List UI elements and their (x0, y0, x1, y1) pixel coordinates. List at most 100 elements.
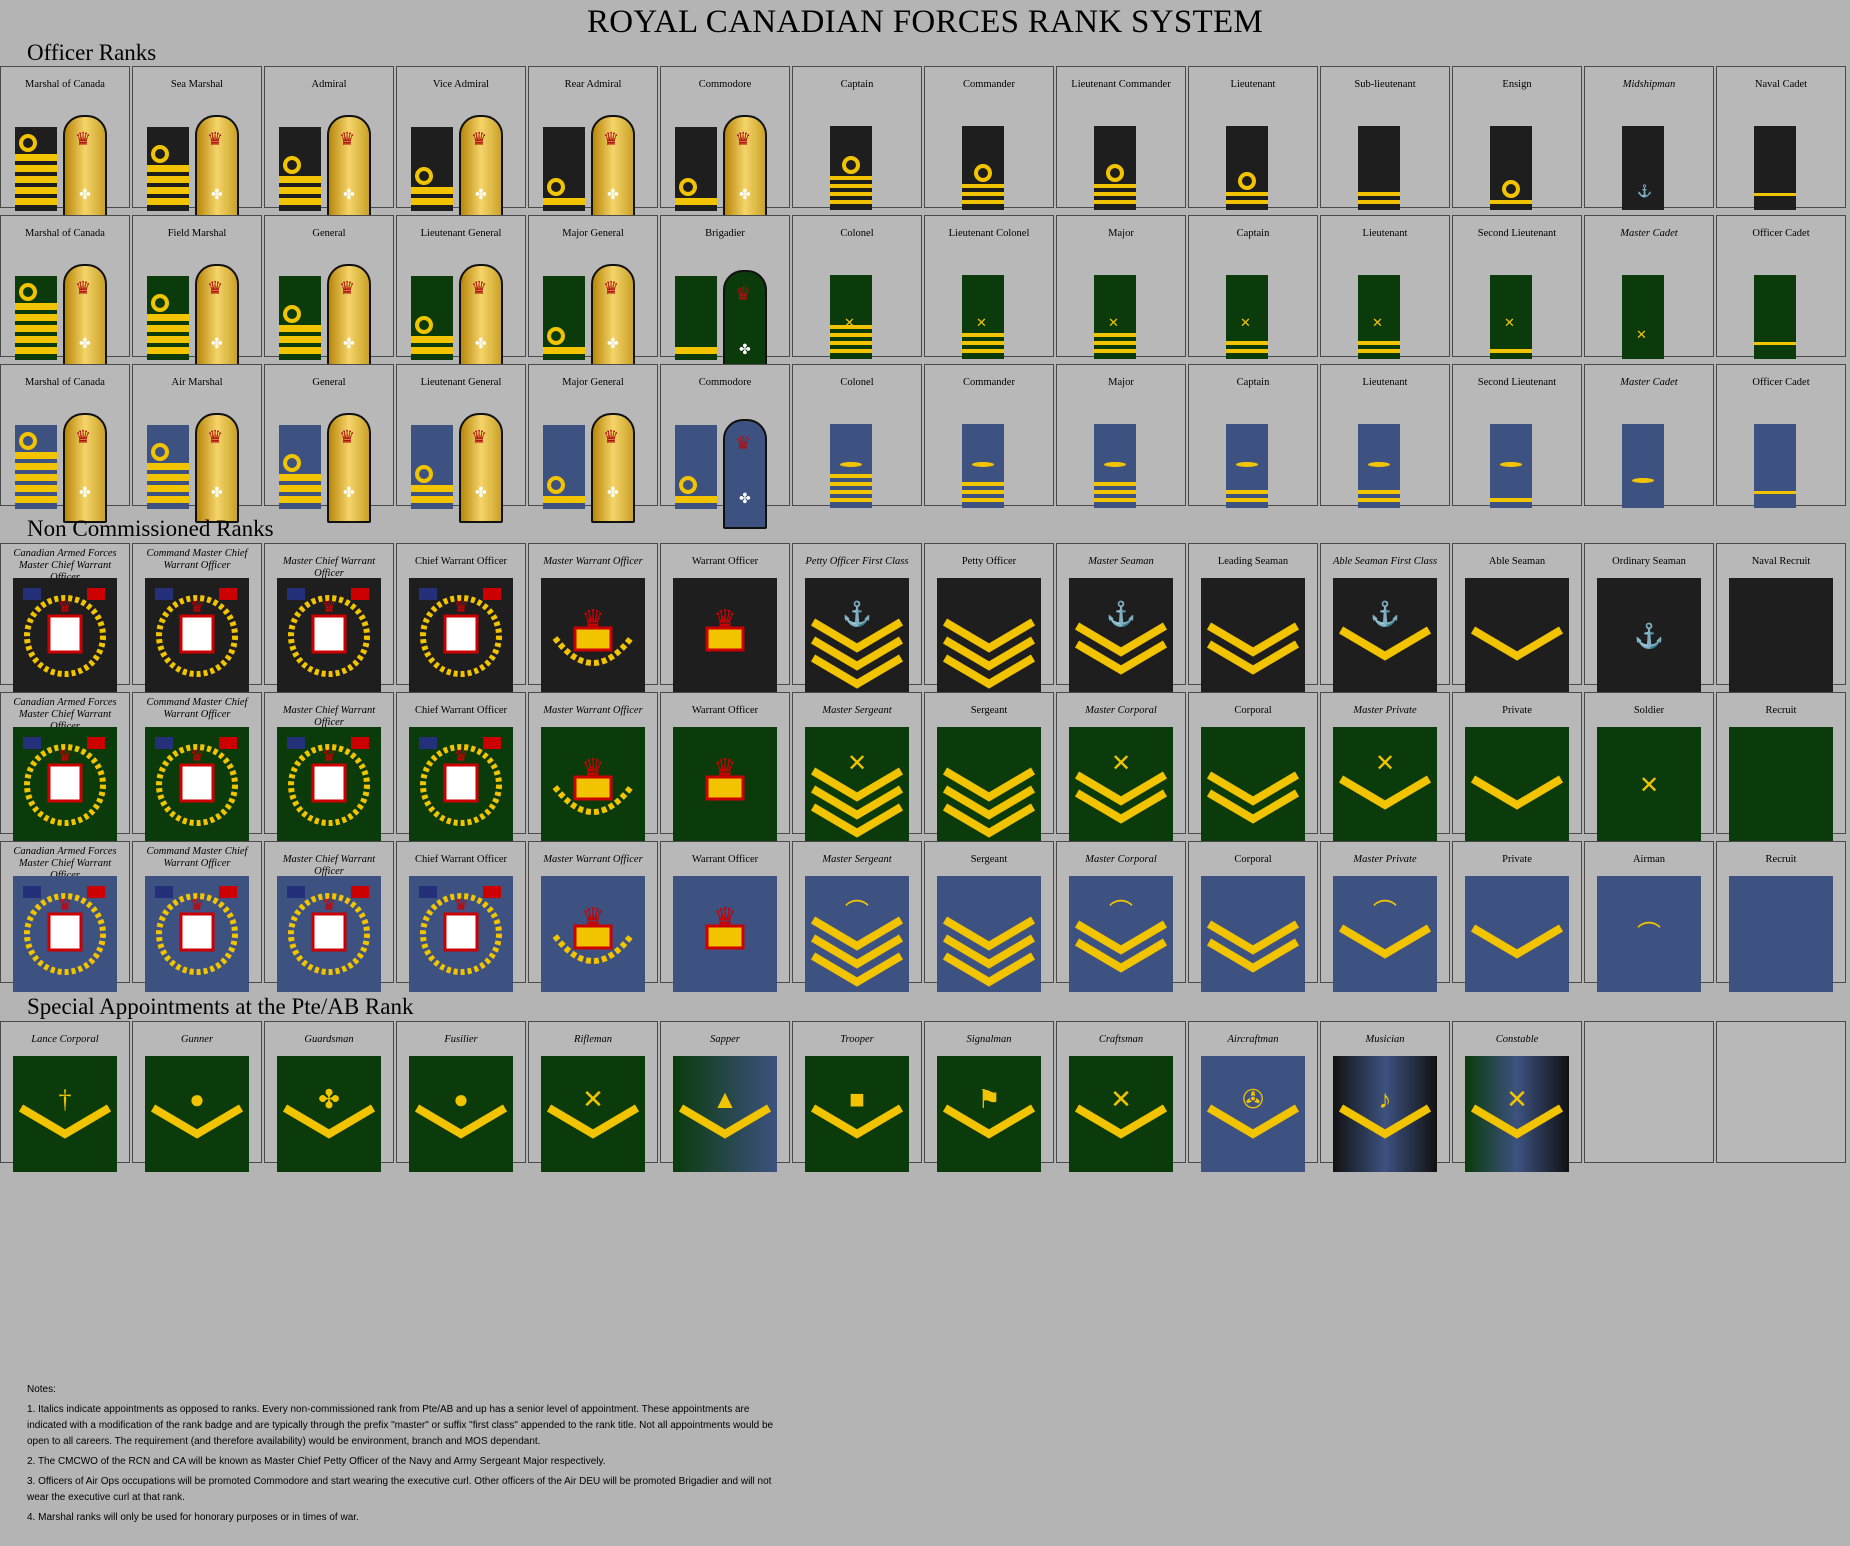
union-flag-icon (155, 588, 173, 600)
chevron (810, 767, 904, 802)
wreath (156, 893, 238, 975)
shoulder-slip (411, 276, 453, 360)
rank-cell-captain: Captain (792, 66, 922, 210)
shoulder-slip (1622, 424, 1664, 508)
executive-curl-icon (1106, 164, 1124, 182)
thin-gold-band (1754, 491, 1796, 494)
crown-icon: ♛ (207, 129, 224, 149)
rank-label: General (312, 377, 346, 388)
chevron (1338, 775, 1432, 810)
rank-label: Warrant Officer (691, 854, 759, 865)
insignia-graphic: ♛ (287, 588, 370, 677)
rank-label: Master Warrant Officer (543, 556, 643, 567)
shoulder-board: ♛ ✤ (195, 115, 239, 225)
rank-label: Private (1502, 854, 1532, 865)
maple-leaf-icon: ✤ (211, 188, 223, 203)
gold-band (279, 325, 321, 332)
maple-leaf-icon: ✤ (607, 188, 619, 203)
flag-icon (351, 588, 369, 600)
gold-band (830, 482, 872, 486)
rank-label: Master Private (1353, 854, 1417, 865)
eagle-icon (972, 462, 994, 467)
insignia-graphic: ⌒ (1074, 899, 1168, 973)
gold-band (543, 198, 585, 205)
coat-of-arms-icon (311, 614, 347, 654)
rank-label: Second Lieutenant (1477, 377, 1557, 388)
rank-label: Field Marshal (167, 228, 227, 239)
rank-cell-brigadier: Brigadier ♛ ✤ (660, 215, 790, 380)
rank-patch: ♛ (277, 578, 381, 694)
shoulder-board: ♛ ✤ (63, 413, 107, 523)
flag-icon (87, 886, 105, 898)
crossed-swords-icon: ✕ (1108, 315, 1119, 330)
note-1: 1. Italics indicate appointments as oppo… (27, 1404, 774, 1447)
gold-band (15, 165, 57, 172)
executive-curl-icon (283, 156, 301, 174)
rank-label: Chief Warrant Officer (414, 854, 508, 865)
rank-cell-guardsman: Guardsman ✤ (264, 1021, 394, 1172)
ncm-row-army: Canadian Armed Forces Master Chief Warra… (0, 692, 1850, 843)
rank-patch: ♛ (673, 727, 777, 843)
insignia-graphic: ✕ (1074, 751, 1168, 824)
rank-cell-commander: Commander (924, 364, 1054, 508)
insignia-graphic: ♛ (705, 754, 745, 801)
coat-of-arms-icon (311, 763, 347, 803)
rank-label: Master Cadet (1620, 228, 1678, 239)
maple-leaf-icon: ✤ (739, 343, 751, 358)
shoulder-slip (15, 425, 57, 509)
crown-icon (705, 924, 745, 950)
gold-band (411, 496, 453, 503)
crown-icon: ♛ (471, 129, 488, 149)
rank-label: Trooper (840, 1034, 874, 1045)
rank-patch (1201, 727, 1305, 843)
rank-cell-vice-admiral: Vice Admiral ♛ ✤ (396, 66, 526, 225)
coat-of-arms-icon (179, 614, 215, 654)
gold-band (1358, 498, 1400, 502)
union-flag-icon (155, 886, 173, 898)
rank-label: Master Corporal (1085, 854, 1157, 865)
crown-top-icon: ♛ (713, 903, 736, 932)
wreath (156, 744, 238, 826)
union-flag-icon (419, 737, 437, 749)
gold-band (962, 341, 1004, 345)
union-flag-icon (23, 886, 41, 898)
insignia-graphic (1206, 771, 1300, 824)
insignia-graphic: ♛ (552, 754, 634, 815)
crown-icon: ♛ (58, 897, 72, 914)
rank-label: Recruit (1765, 854, 1797, 865)
rank-label: Canadian Armed Forces Master Chief Warra… (13, 548, 117, 583)
rank-label: Chief Warrant Officer (414, 705, 508, 716)
chevron (810, 916, 904, 951)
rank-patch (1201, 876, 1305, 992)
rank-patch: ⚓ (1333, 578, 1437, 694)
crown-icon: ♛ (190, 897, 204, 914)
rank-cell-master-sergeant: Master Sergeant ⌒ (792, 841, 922, 992)
eagle-icon: ⌒ (845, 899, 869, 926)
chevron (1074, 789, 1168, 824)
eagle-icon (840, 462, 862, 467)
rank-label: Command Master Chief Warrant Officer (146, 846, 248, 869)
rank-patch: ● (145, 1056, 249, 1172)
gold-band (1490, 200, 1532, 204)
chevron (942, 1104, 1036, 1139)
rank-cell-chief-warrant-officer: Chief Warrant Officer ♛ (396, 692, 526, 843)
insignia-graphic: ✕ (1470, 1085, 1564, 1139)
crown-icon: ♛ (75, 278, 92, 298)
gold-band (962, 349, 1004, 353)
crown-icon: ♛ (735, 433, 752, 453)
gold-band (1094, 184, 1136, 188)
rank-patch: ♛ (13, 578, 117, 694)
ncm-row-navy: Canadian Armed Forces Master Chief Warra… (0, 543, 1850, 694)
rank-label: Recruit (1765, 705, 1797, 716)
crown-icon: ♛ (322, 748, 336, 765)
flag-icon (87, 588, 105, 600)
gold-band (147, 336, 189, 343)
rank-patch: ⚓ (805, 578, 909, 694)
rank-label: General (312, 228, 346, 239)
executive-curl-icon (19, 432, 37, 450)
rank-cell-able-seaman-first-class: Able Seaman First Class ⚓ (1320, 543, 1450, 694)
chevron (150, 1104, 244, 1139)
gold-band (543, 347, 585, 354)
rank-patch: ⌒ (1333, 876, 1437, 992)
gold-band (411, 336, 453, 343)
